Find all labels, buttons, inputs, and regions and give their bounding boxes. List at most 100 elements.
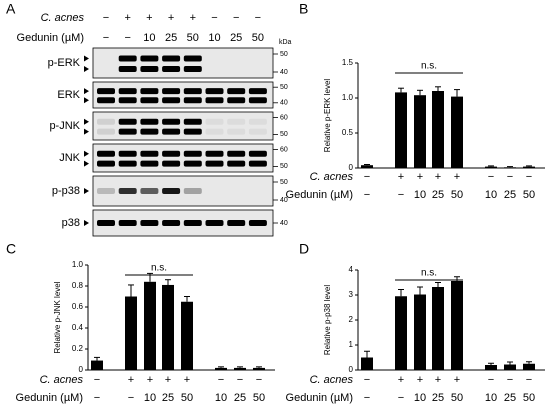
lane-label: 25: [165, 32, 177, 44]
x-label: −: [507, 171, 513, 183]
band: [227, 220, 246, 226]
marker-label: 50: [280, 179, 288, 186]
panel-letter: B: [299, 1, 308, 17]
blot-label: p-JNK: [49, 120, 80, 132]
x-label: +: [417, 171, 423, 183]
band: [248, 160, 267, 167]
x-label: −: [237, 374, 243, 386]
x-label: +: [398, 374, 404, 386]
band: [97, 118, 115, 125]
blot-box: [92, 143, 274, 173]
x-label: 25: [504, 392, 516, 404]
blot-label: JNK: [59, 152, 80, 164]
lane-label: 50: [187, 32, 199, 44]
band: [97, 150, 115, 157]
blot-label: p-ERK: [48, 57, 81, 69]
band: [227, 88, 246, 95]
blot-arrow: [84, 150, 89, 157]
x-label: +: [147, 374, 153, 386]
band: [227, 97, 246, 104]
band: [162, 88, 181, 95]
x-label: +: [128, 374, 134, 386]
x-label: 50: [451, 189, 463, 201]
lane-label: −: [233, 12, 239, 24]
x-label: 25: [432, 189, 444, 201]
y-axis-title: Relative p-p38 level: [323, 285, 332, 355]
x-label: −: [488, 171, 494, 183]
lane-label: −: [103, 32, 109, 44]
band: [162, 97, 181, 104]
bar: [361, 357, 373, 370]
bar: [523, 166, 535, 168]
blot-arrow: [84, 128, 89, 135]
x-label: 10: [485, 189, 497, 201]
blot-box: [92, 111, 274, 141]
lane-label: −: [124, 32, 130, 44]
x-label: −: [128, 392, 134, 404]
row-label: Gedunin (µM): [17, 32, 84, 44]
annotation: n.s.: [151, 263, 167, 274]
lane-label: −: [103, 12, 109, 24]
row-label: Gedunin (µM): [16, 392, 83, 404]
x-label: −: [398, 392, 404, 404]
lane-label: +: [146, 12, 152, 24]
band: [118, 118, 137, 125]
band: [140, 97, 159, 104]
y-tick-label: 1.0: [342, 93, 354, 102]
x-label: −: [218, 374, 224, 386]
band: [97, 128, 115, 135]
band: [183, 150, 202, 157]
lane-label: +: [168, 12, 174, 24]
band: [248, 97, 267, 104]
bar: [432, 91, 444, 168]
blot-arrow: [84, 160, 89, 167]
marker-label: 40: [280, 197, 288, 204]
x-label: 50: [451, 392, 463, 404]
lane-label: +: [190, 12, 196, 24]
lane-label: +: [124, 12, 130, 24]
band: [162, 55, 181, 62]
y-tick-label: 0.2: [72, 344, 84, 353]
bar: [91, 360, 103, 370]
blot-label: p-p38: [52, 185, 80, 197]
bar: [215, 367, 227, 370]
bar: [162, 284, 174, 370]
band: [140, 160, 159, 167]
band: [205, 88, 224, 95]
band: [140, 55, 159, 62]
blot-label: ERK: [57, 89, 80, 101]
blot-arrow: [84, 88, 89, 95]
x-label: −: [364, 392, 370, 404]
band: [183, 188, 202, 194]
band: [118, 160, 137, 167]
band: [248, 220, 267, 226]
bar: [395, 296, 407, 370]
band: [97, 97, 115, 104]
band: [183, 97, 202, 104]
x-label: 25: [162, 392, 174, 404]
bar: [432, 287, 444, 370]
blot-arrow: [84, 66, 89, 72]
y-tick-label: 0.4: [72, 323, 84, 332]
y-tick-label: 4: [349, 265, 354, 274]
bar: [451, 281, 463, 370]
row-label: C. acnes: [310, 374, 354, 386]
y-tick-label: 0.8: [72, 281, 84, 290]
band: [140, 150, 159, 157]
panel-letter: A: [6, 1, 16, 17]
bar: [504, 364, 516, 370]
band: [118, 220, 137, 226]
x-label: −: [507, 374, 513, 386]
x-label: 25: [504, 189, 516, 201]
band: [118, 55, 137, 62]
bar: [253, 367, 265, 370]
band: [118, 128, 137, 135]
band: [140, 188, 159, 194]
x-label: −: [94, 374, 100, 386]
band: [118, 150, 137, 157]
lane-label: −: [211, 12, 217, 24]
annotation: n.s.: [421, 268, 437, 279]
x-label: 10: [215, 392, 227, 404]
band: [97, 220, 115, 226]
band: [140, 220, 159, 226]
